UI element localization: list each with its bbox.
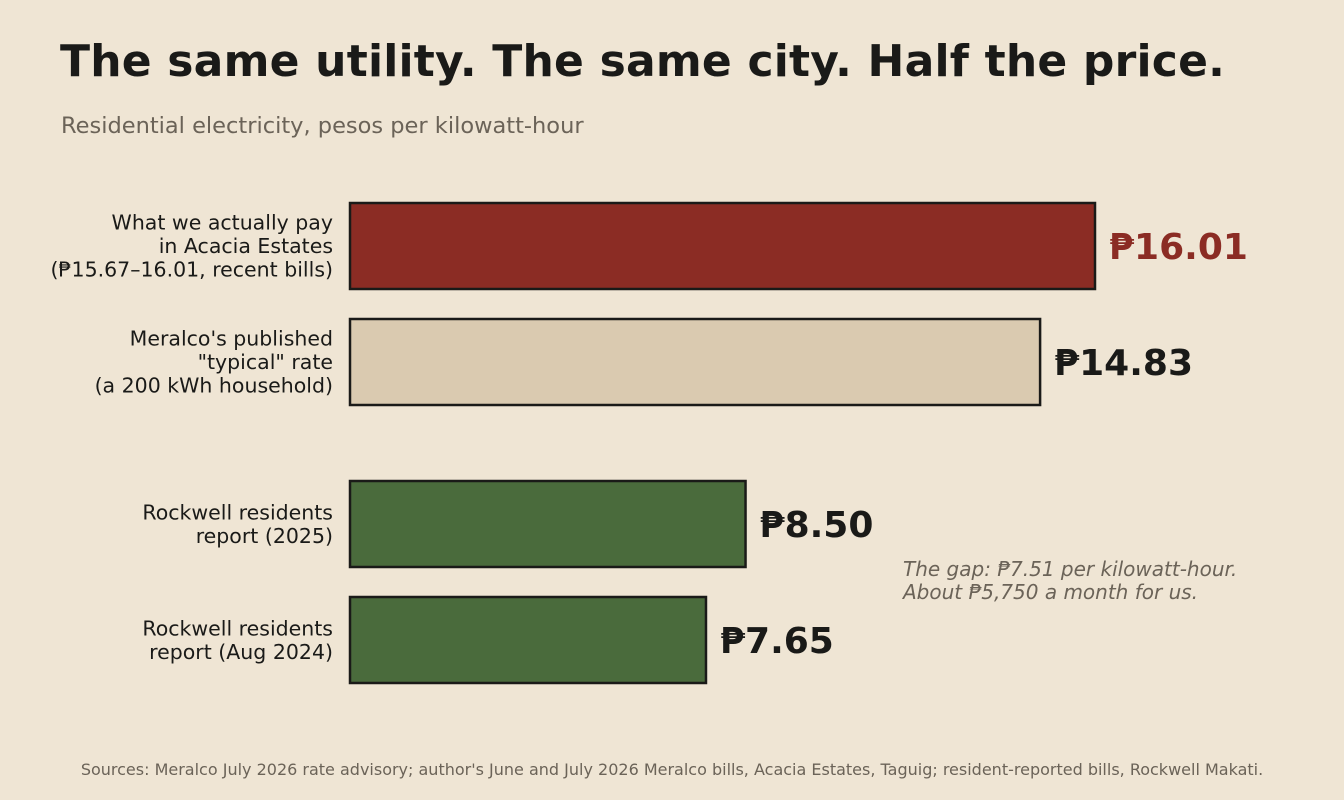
category-label-line: (a 200 kWh household) (95, 374, 333, 398)
gap-annotation-line-1: The gap: ₱7.51 per kilowatt-hour. (903, 557, 1238, 581)
category-label-line: Rockwell residents (142, 616, 333, 640)
category-label-line: Rockwell residents (142, 500, 333, 524)
gap-annotation: The gap: ₱7.51 per kilowatt-hour. About … (903, 558, 1237, 604)
category-label-line: (₱15.67–16.01, recent bills) (51, 258, 334, 282)
chart-title: The same utility. The same city. Half th… (60, 36, 1226, 87)
value-label-2: ₱14.83 (1054, 343, 1193, 384)
bar-1 (348, 201, 1097, 291)
value-label-4: ₱7.65 (720, 621, 834, 662)
bar-3 (348, 479, 747, 569)
value-label-3: ₱8.50 (760, 505, 874, 546)
category-label-line: What we actually pay (112, 211, 333, 235)
sources-note: Sources: Meralco July 2026 rate advisory… (80, 760, 1264, 779)
category-label-line: report (Aug 2024) (149, 640, 333, 664)
chart-subtitle: Residential electricity, pesos per kilow… (61, 113, 584, 139)
category-label-line: Meralco's published (130, 327, 333, 351)
bar-2 (348, 317, 1042, 407)
category-label-line: in Acacia Estates (159, 234, 333, 258)
gap-annotation-line-2: About ₱5,750 a month for us. (903, 580, 1199, 604)
category-label-line: "typical" rate (198, 350, 333, 374)
value-label-1: ₱16.01 (1109, 227, 1248, 268)
category-label-2: Meralco's published"typical" rate(a 200 … (95, 327, 333, 398)
category-label-line: report (2025) (196, 524, 333, 548)
bar-4 (348, 595, 708, 685)
